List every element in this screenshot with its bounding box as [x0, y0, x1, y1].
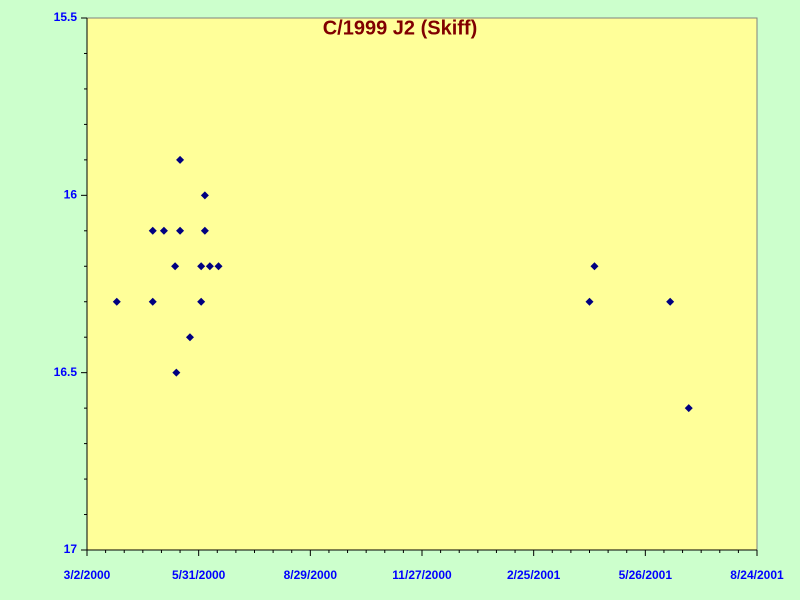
marker [148, 297, 157, 306]
marker [159, 226, 168, 235]
chart-title: C/1999 J2 (Skiff) [323, 17, 478, 39]
x-tick-label: 8/24/2001 [730, 568, 784, 582]
marker [172, 368, 181, 377]
y-tick-label: 16.5 [54, 365, 78, 379]
marker [197, 297, 206, 306]
marker [176, 155, 185, 164]
marker [590, 262, 599, 271]
y-tick-label: 16 [64, 188, 78, 202]
marker [684, 404, 693, 413]
marker [185, 333, 194, 342]
y-tick-label: 15.5 [54, 10, 78, 24]
plot-area [86, 17, 758, 551]
x-tick-label: 8/29/2000 [284, 568, 338, 582]
marker [176, 226, 185, 235]
marker [200, 191, 209, 200]
marker [200, 226, 209, 235]
x-tick-label: 3/2/2000 [64, 568, 111, 582]
marker [585, 297, 594, 306]
marker [197, 262, 206, 271]
marker [171, 262, 180, 271]
x-tick-label: 5/26/2001 [619, 568, 673, 582]
x-tick-label: 5/31/2000 [172, 568, 226, 582]
x-tick-label: 11/27/2000 [392, 568, 452, 582]
y-tick-label: 17 [64, 542, 78, 556]
marker [666, 297, 675, 306]
marker [205, 262, 214, 271]
marker [148, 226, 157, 235]
marker [112, 297, 121, 306]
marker [214, 262, 223, 271]
x-tick-label: 2/25/2001 [507, 568, 561, 582]
